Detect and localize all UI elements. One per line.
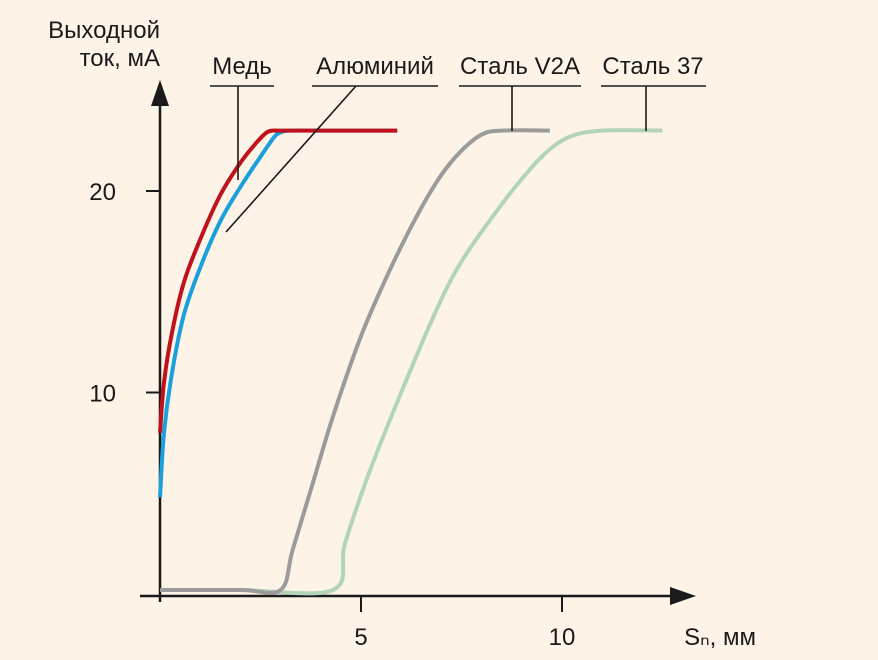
series-line-aluminium	[158, 128, 398, 498]
x-tick-label: 10	[549, 624, 576, 651]
legend-label-steel-v2a: Сталь V2A	[460, 53, 580, 80]
y-tick-label: 10	[89, 381, 116, 408]
legend-label-copper: Медь	[212, 53, 272, 80]
ticks: 10 20 5 10	[89, 179, 575, 651]
x-tick-label: 5	[354, 624, 367, 651]
axes	[140, 80, 696, 605]
curves	[158, 128, 663, 596]
legend-leader-aluminium	[225, 85, 357, 233]
legend-label-steel-37: Сталь 37	[602, 53, 703, 80]
legend: Медь Алюминий Сталь V2A Сталь 37	[210, 53, 706, 233]
series-line-steel-37	[160, 128, 663, 596]
x-axis-arrow	[670, 587, 696, 605]
x-axis-title: Sₙ, мм	[684, 624, 756, 651]
y-axis-title-line-2: ток, мА	[80, 45, 160, 72]
y-axis-title: Выходной ток, мА	[48, 17, 160, 72]
y-tick-label: 20	[89, 179, 116, 206]
y-axis-arrow	[151, 80, 169, 106]
y-axis-title-line-1: Выходной	[48, 17, 160, 44]
series-line-steel-v2a	[160, 128, 550, 595]
legend-label-aluminium: Алюминий	[316, 53, 434, 80]
